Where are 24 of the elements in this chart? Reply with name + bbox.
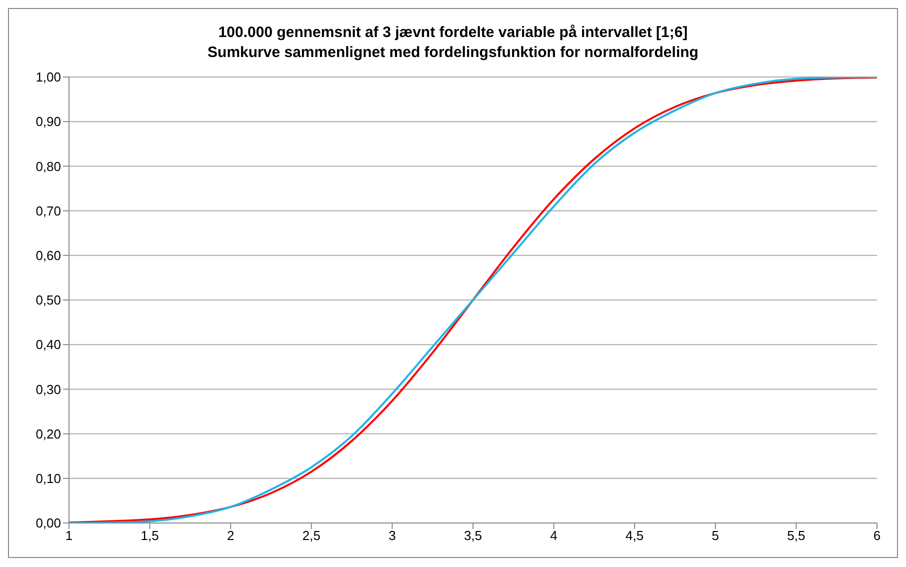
y-tick-label: 0,20 xyxy=(36,426,61,442)
x-tick-label: 3 xyxy=(388,528,396,544)
x-tick-label: 2 xyxy=(226,528,234,544)
y-tick-label: 0,00 xyxy=(36,516,61,531)
x-tick-label: 5 xyxy=(712,528,720,544)
x-tick-label: 3,5 xyxy=(464,528,482,544)
x-tick-label: 5,5 xyxy=(787,528,806,544)
y-tick-label: 0,50 xyxy=(36,292,61,308)
y-tick-label: 0,80 xyxy=(36,158,61,174)
x-tick-label: 2,5 xyxy=(302,528,320,544)
y-tick-label: 0,90 xyxy=(36,114,61,130)
x-tick-label: 1,5 xyxy=(140,528,159,544)
y-tick-label: 1,00 xyxy=(36,70,61,85)
y-tick-label: 0,10 xyxy=(36,471,61,486)
x-tick-label: 6 xyxy=(873,528,881,544)
y-tick-label: 0,60 xyxy=(36,248,61,264)
x-tick-label: 4 xyxy=(550,528,558,544)
x-tick-label: 1 xyxy=(65,528,73,544)
chart-title: 100.000 gennemsnit af 3 jævnt fordelte variable på intervallet [1;6] xyxy=(217,23,689,43)
y-tick-label: 0,30 xyxy=(36,382,61,397)
y-tick-label: 0,40 xyxy=(36,337,61,352)
chart-subtitle: Sumkurve sammenlignet med fordelingsfunktion for normalfordeling xyxy=(206,43,700,63)
x-tick-label: 4,5 xyxy=(626,528,644,544)
y-tick-label: 0,70 xyxy=(36,203,61,218)
